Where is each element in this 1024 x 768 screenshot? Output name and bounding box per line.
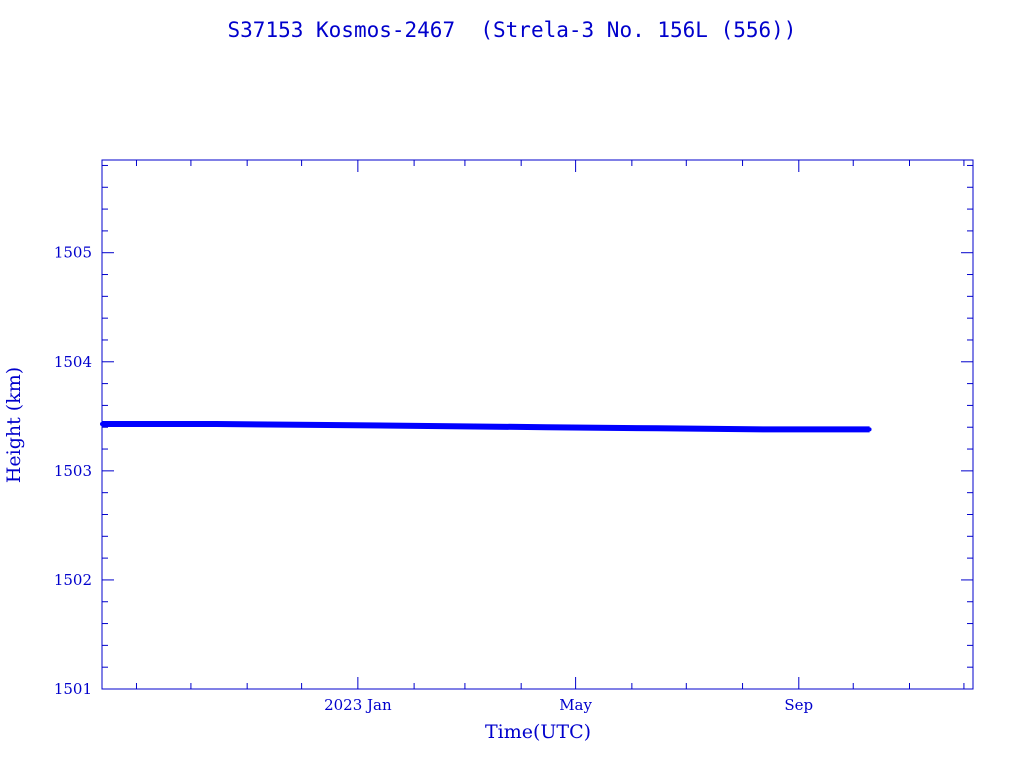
data-point [100, 421, 104, 426]
data-point [655, 426, 660, 431]
data-point [867, 427, 872, 432]
y-tick-label: 1501 [54, 680, 92, 698]
x-tick-label: 2023 Jan [324, 696, 392, 714]
series-line [102, 421, 870, 433]
y-tick-label: 1504 [54, 353, 92, 371]
series-group [100, 421, 872, 433]
x-axis-label: Time(UTC) [485, 721, 591, 743]
y-tick-label: 1503 [54, 462, 92, 480]
x-tick-label: May [559, 696, 592, 714]
data-point [765, 427, 770, 432]
data-point [544, 425, 549, 430]
x-tick-labels: 2023 Jan May Sep [324, 696, 813, 714]
x-tick-label: Sep [784, 696, 813, 714]
tick-marks [102, 160, 973, 690]
data-point [214, 421, 219, 426]
y-tick-labels: 1501 1502 1503 1504 1505 [54, 244, 92, 698]
data-point [437, 424, 442, 429]
y-tick-label: 1502 [54, 571, 92, 589]
y-axis-label: Height (km) [3, 367, 25, 483]
y-tick-label: 1505 [54, 244, 92, 262]
chart-title: S37153 Kosmos-2467 (Strela-3 No. 156L (5… [228, 18, 797, 42]
data-point [325, 423, 330, 428]
